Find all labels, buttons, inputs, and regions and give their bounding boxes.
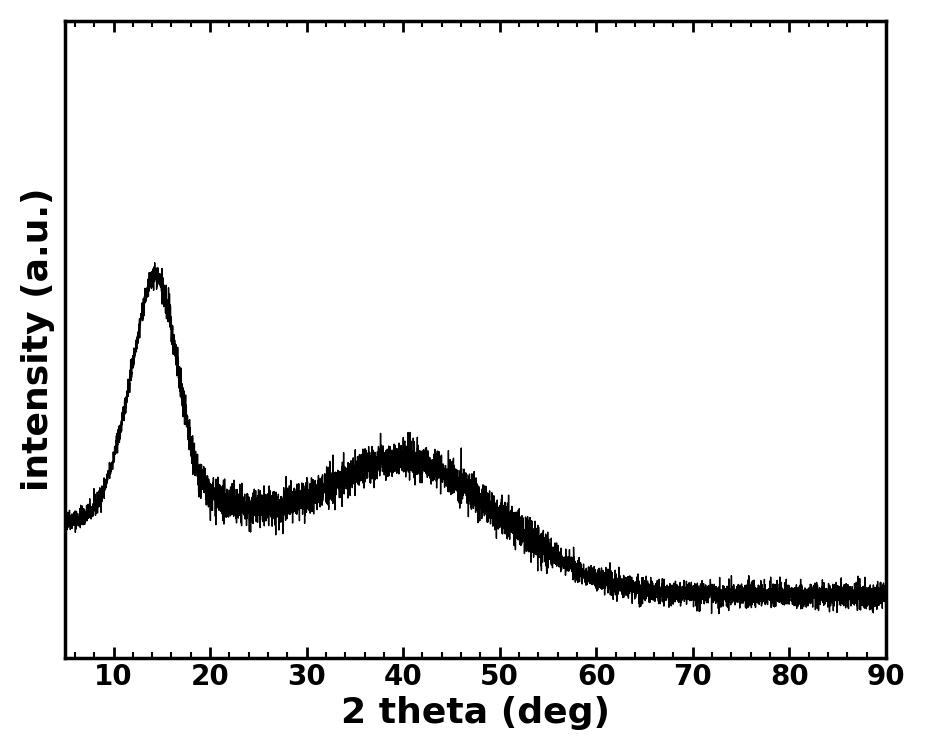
X-axis label: 2 theta (deg): 2 theta (deg)	[341, 696, 610, 730]
Y-axis label: intensity (a.u.): intensity (a.u.)	[20, 188, 55, 491]
